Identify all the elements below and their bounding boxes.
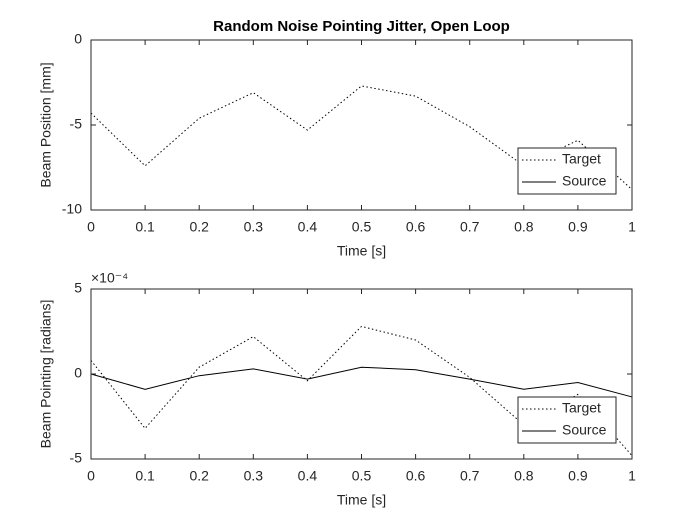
chart-title: Random Noise Pointing Jitter, Open Loop <box>213 18 510 35</box>
legend-label: Source <box>562 173 607 189</box>
x-tick-label: 1 <box>628 219 636 235</box>
x-tick-label: 1 <box>628 468 636 484</box>
legend-label: Target <box>562 400 601 416</box>
x-tick-label: 0.9 <box>568 468 588 484</box>
x-tick-label: 0.3 <box>244 468 264 484</box>
legend-label: Source <box>562 422 607 438</box>
x-tick-label: 0 <box>87 219 95 235</box>
y-axis-label: Beam Pointing [radians] <box>38 300 54 449</box>
x-tick-label: 0.9 <box>568 219 588 235</box>
y-tick-label: 0 <box>74 31 82 47</box>
y-axis-label: Beam Position [mm] <box>38 62 54 187</box>
x-tick-label: 0 <box>87 468 95 484</box>
x-axis-label: Time [s] <box>337 492 386 508</box>
x-tick-label: 0.3 <box>244 219 264 235</box>
legend-box <box>517 396 617 444</box>
x-tick-label: 0.6 <box>406 219 426 235</box>
x-tick-label: 0.4 <box>298 219 318 235</box>
x-tick-label: 0.6 <box>406 468 426 484</box>
x-tick-label: 0.8 <box>514 468 534 484</box>
legend-label: Target <box>562 151 601 167</box>
x-tick-label: 0.2 <box>189 468 209 484</box>
x-tick-label: 0.5 <box>352 468 372 484</box>
exponent-label: ×10⁻⁴ <box>91 270 128 286</box>
x-tick-label: 0.4 <box>298 468 318 484</box>
x-tick-label: 0.5 <box>352 219 372 235</box>
data-line <box>90 325 633 456</box>
x-tick-label: 0.1 <box>135 219 155 235</box>
y-tick-label: 5 <box>74 280 82 296</box>
y-tick-label: 0 <box>74 365 82 381</box>
x-axis-label: Time [s] <box>337 243 386 259</box>
x-tick-label: 0.8 <box>514 219 534 235</box>
y-tick-label: -5 <box>70 450 83 466</box>
x-tick-label: 0.2 <box>189 219 209 235</box>
x-tick-label: 0.7 <box>460 219 480 235</box>
y-tick-label: -10 <box>62 201 82 217</box>
data-line <box>90 366 633 398</box>
x-tick-label: 0.1 <box>135 468 155 484</box>
y-tick-label: -5 <box>70 116 83 132</box>
x-tick-label: 0.7 <box>460 468 480 484</box>
legend-box <box>517 147 617 195</box>
